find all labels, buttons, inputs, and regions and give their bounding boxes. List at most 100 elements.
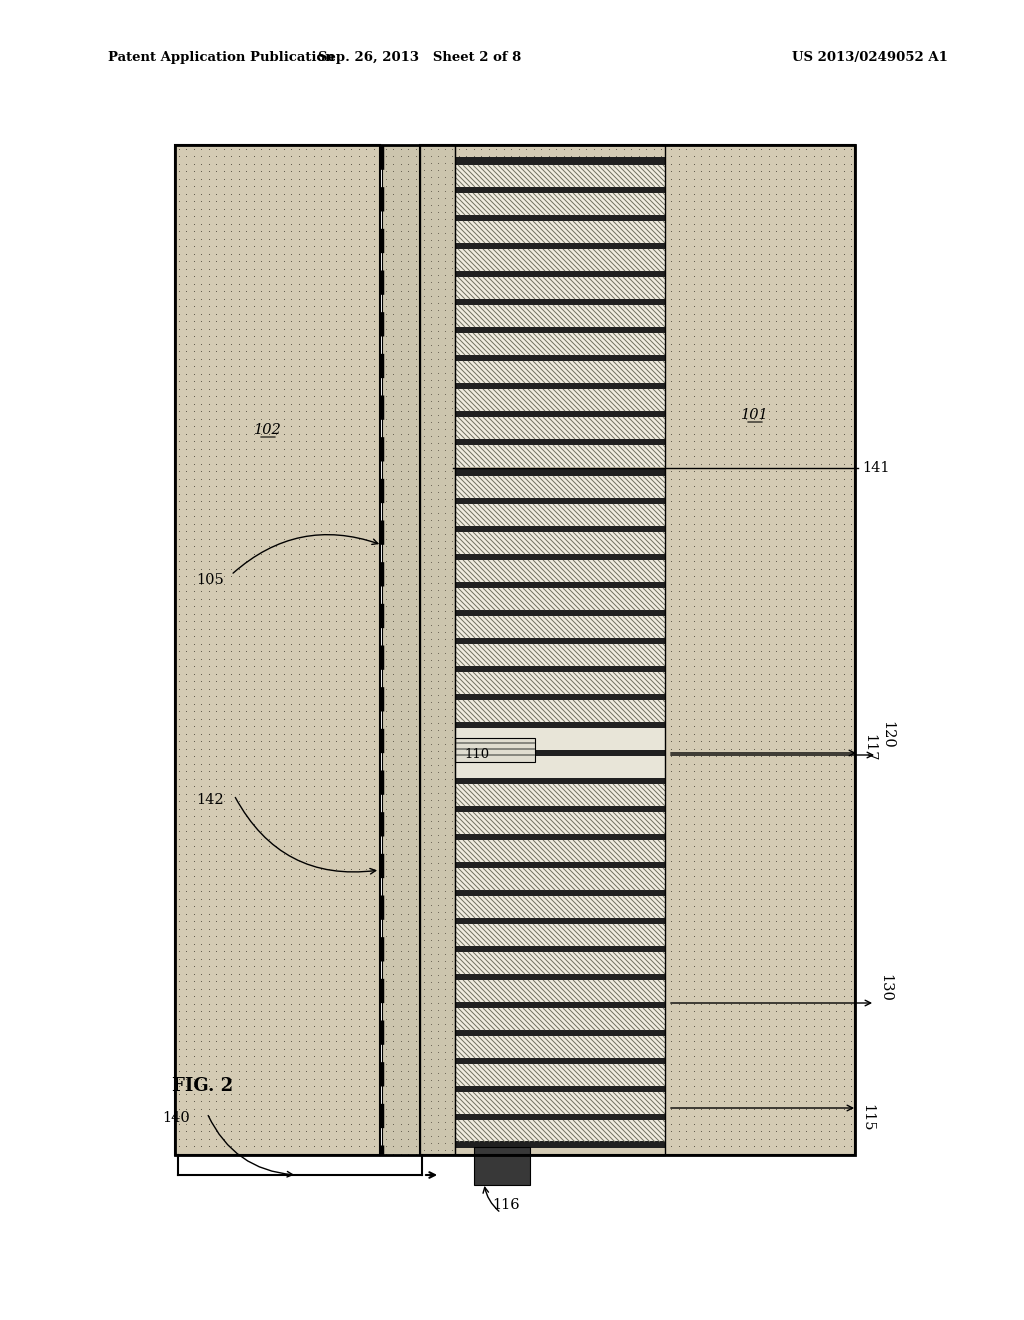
Point — [528, 161, 545, 182]
Point — [520, 618, 537, 639]
Point — [506, 1090, 522, 1111]
Point — [466, 663, 482, 684]
Point — [453, 919, 469, 940]
Point — [291, 678, 307, 700]
Point — [798, 558, 814, 579]
Point — [246, 355, 262, 376]
Point — [328, 1121, 344, 1142]
Point — [230, 768, 247, 789]
Point — [216, 1098, 232, 1119]
Point — [753, 911, 769, 932]
Point — [350, 198, 367, 219]
Point — [798, 190, 814, 211]
Point — [745, 1039, 762, 1060]
Point — [503, 715, 519, 737]
Point — [223, 183, 240, 205]
Text: Sep. 26, 2013   Sheet 2 of 8: Sep. 26, 2013 Sheet 2 of 8 — [318, 50, 521, 63]
Point — [685, 709, 701, 730]
Point — [716, 416, 732, 437]
Point — [798, 1015, 814, 1036]
Point — [216, 626, 232, 647]
Point — [513, 288, 529, 309]
Point — [618, 1061, 635, 1082]
Point — [283, 1031, 299, 1052]
Point — [313, 1015, 330, 1036]
Point — [194, 850, 210, 871]
Point — [480, 1135, 497, 1156]
Point — [488, 1121, 505, 1142]
Point — [503, 281, 519, 302]
Point — [581, 821, 597, 842]
Point — [298, 416, 314, 437]
Point — [608, 424, 625, 445]
Point — [458, 491, 474, 512]
Point — [579, 483, 595, 504]
Point — [511, 880, 527, 902]
Point — [525, 139, 542, 160]
Point — [671, 363, 687, 384]
Point — [430, 236, 446, 257]
Point — [783, 1121, 800, 1142]
Point — [570, 874, 587, 895]
Point — [223, 1039, 240, 1060]
Point — [730, 746, 746, 767]
Point — [638, 1121, 654, 1142]
Point — [600, 550, 616, 572]
Point — [603, 385, 620, 407]
Point — [238, 550, 254, 572]
Point — [791, 626, 807, 647]
Point — [216, 640, 232, 661]
Point — [528, 153, 545, 174]
Point — [806, 850, 822, 871]
Point — [385, 589, 401, 610]
Point — [451, 581, 467, 602]
Point — [738, 1113, 755, 1134]
Point — [745, 970, 762, 991]
Point — [488, 1084, 505, 1105]
Point — [570, 401, 587, 422]
Point — [483, 1090, 500, 1111]
Point — [570, 701, 587, 722]
Point — [693, 663, 710, 684]
Point — [664, 648, 680, 669]
Point — [820, 1090, 837, 1111]
Point — [445, 416, 462, 437]
Point — [558, 640, 574, 661]
Point — [783, 1039, 800, 1060]
Point — [436, 158, 453, 180]
Point — [623, 805, 639, 826]
Point — [536, 656, 552, 677]
Point — [298, 933, 314, 954]
Point — [645, 558, 662, 579]
Point — [483, 430, 500, 451]
Point — [358, 513, 375, 535]
Point — [513, 866, 529, 887]
Point — [488, 783, 505, 804]
Point — [185, 858, 202, 879]
Point — [400, 1121, 417, 1142]
Point — [648, 214, 665, 235]
Point — [573, 836, 590, 857]
Point — [843, 663, 859, 684]
Point — [671, 1015, 687, 1036]
Point — [534, 1090, 550, 1111]
Point — [685, 783, 701, 804]
Point — [230, 715, 247, 737]
Point — [392, 446, 409, 467]
Point — [653, 265, 670, 286]
Point — [283, 671, 299, 692]
Point — [178, 438, 195, 459]
Point — [813, 363, 829, 384]
Point — [385, 1090, 401, 1111]
Point — [268, 1090, 285, 1111]
Point — [548, 1068, 564, 1089]
Point — [813, 1053, 829, 1074]
Point — [328, 776, 344, 797]
Point — [631, 903, 647, 924]
Point — [458, 715, 474, 737]
Point — [223, 754, 240, 775]
Point — [268, 310, 285, 331]
Point — [551, 304, 567, 325]
Point — [716, 326, 732, 347]
Point — [408, 1113, 424, 1134]
